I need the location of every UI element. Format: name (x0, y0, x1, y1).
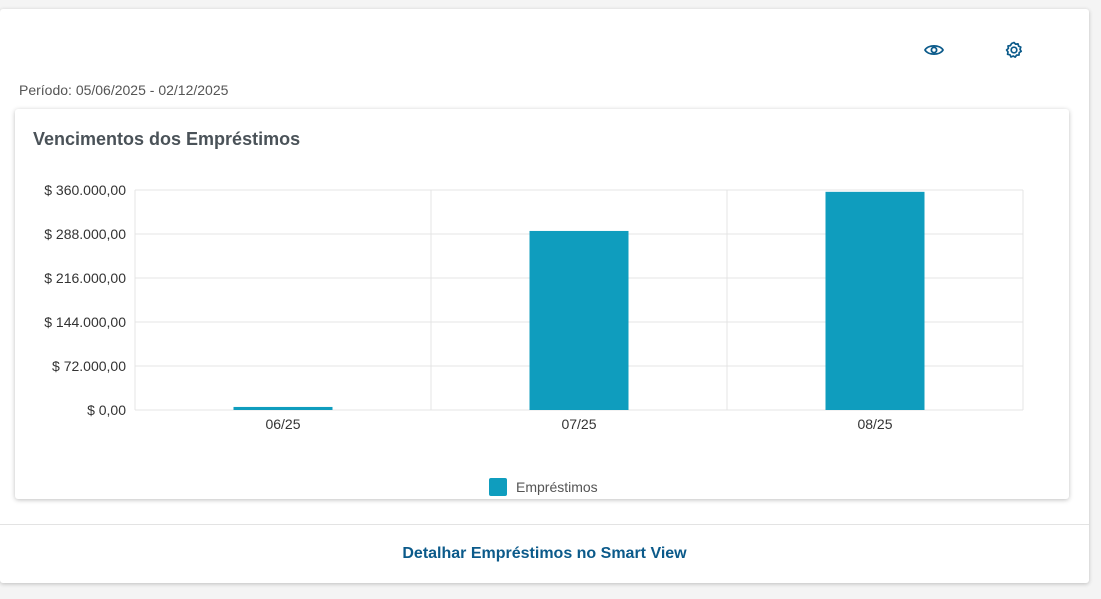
divider (0, 524, 1089, 525)
bar-07-25 (529, 230, 629, 410)
x-tick-label: 07/25 (561, 416, 596, 432)
chart-panel: Vencimentos dos Empréstimos $ 0,00 $ 72.0… (15, 109, 1069, 499)
y-tick-label: $ 72.000,00 (52, 358, 126, 374)
loan-maturities-widget: Período: 05/06/2025 - 02/12/2025 Vencime… (0, 9, 1089, 583)
smart-view-link[interactable]: Detalhar Empréstimos no Smart View (402, 545, 687, 562)
x-tick-label: 06/25 (265, 416, 300, 432)
y-tick-label: $ 0,00 (87, 402, 126, 418)
y-tick-label: $ 144.000,00 (44, 314, 126, 330)
bar-chart: $ 0,00 $ 72.000,00 $ 144.000,00 $ 216.000,0… (44, 182, 1024, 432)
chart-legend[interactable]: Empréstimos (489, 478, 598, 496)
legend-swatch (489, 478, 507, 496)
bar-08-25 (825, 191, 925, 410)
y-tick-label: $ 288.000,00 (44, 226, 126, 242)
bar-06-25 (233, 406, 333, 410)
period-label: Período: 05/06/2025 - 02/12/2025 (19, 82, 229, 98)
y-tick-label: $ 216.000,00 (44, 270, 126, 286)
legend-label: Empréstimos (516, 479, 598, 495)
gear-icon[interactable] (1003, 39, 1025, 61)
chart-title: Vencimentos dos Empréstimos (33, 129, 301, 149)
y-tick-label: $ 360.000,00 (44, 182, 126, 198)
x-tick-label: 08/25 (857, 416, 892, 432)
eye-icon[interactable] (923, 39, 945, 61)
